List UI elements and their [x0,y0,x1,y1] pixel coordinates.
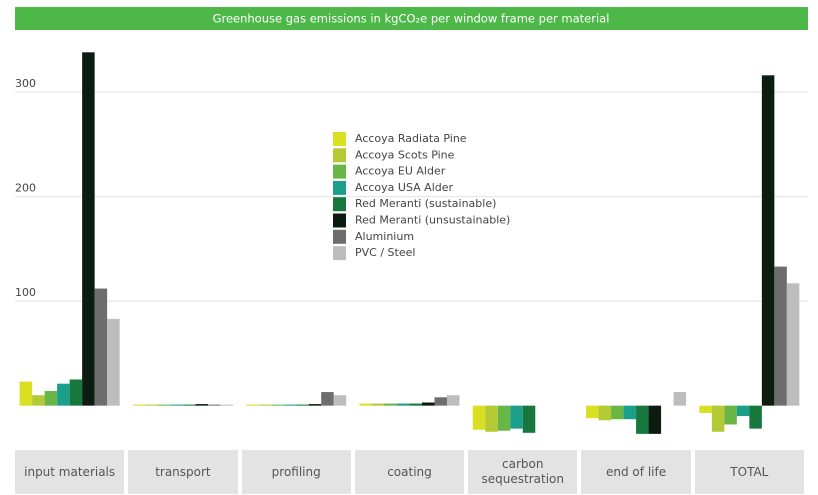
chart-title: Greenhouse gas emissions in kgCO₂e per w… [213,12,610,26]
bar [82,52,95,406]
legend-swatch [333,213,346,228]
bar [422,402,435,406]
bar [207,404,221,406]
bar [636,405,649,434]
bar [44,391,58,406]
bar [333,395,347,406]
bar [321,392,334,406]
bar [258,404,272,406]
bar [598,405,612,421]
bar [786,283,800,406]
bar [195,404,208,406]
bar [271,404,284,406]
bar [372,403,385,406]
bar [699,405,712,413]
bar [107,318,120,406]
bar [220,404,233,406]
legend-label: Accoya Scots Pine [355,148,455,161]
x-tick-label: carbon sequestration [481,457,565,486]
bar [182,404,196,406]
x-tick-label: coating [387,464,432,479]
bar [736,405,750,417]
legend-label: Accoya Radiata Pine [355,132,467,145]
bar [510,405,523,429]
bar [384,403,397,406]
bar [94,288,108,406]
bar [497,405,511,431]
legend-label: Red Meranti (unsustainable) [355,214,510,227]
bar [749,405,762,429]
category-box: coating [354,450,465,494]
bar [397,403,410,406]
bar [761,75,775,406]
bar [32,395,45,406]
bar [586,405,599,419]
legend-label: Red Meranti (sustainable) [355,197,496,210]
legend-swatch [333,246,346,261]
legend-swatch [333,132,346,146]
bar [409,403,422,406]
bar [648,405,662,434]
category-box: end of life [581,450,691,494]
legend-swatch [333,164,346,179]
bar [447,395,460,406]
bar [611,405,624,420]
legend-label: Accoya USA Alder [355,181,453,194]
category-box: carbon sequestration [468,450,578,494]
x-tick-label: profiling [271,464,321,479]
y-tick-label: 300 [15,77,36,90]
x-tick-label: TOTAL [730,464,769,479]
category-box: TOTAL [694,450,804,494]
legend-swatch [333,148,346,163]
bar [283,404,297,406]
title-banner [15,7,808,30]
bar [308,404,322,406]
category-box: input materials [15,450,125,494]
legend-swatch [333,180,346,195]
bar [145,404,158,406]
bar [522,405,536,433]
bar [246,404,259,406]
bar [296,404,309,406]
bar [472,405,486,430]
category-box: transport [128,450,238,494]
legend-label: PVC / Steel [355,246,415,259]
bar [170,404,183,406]
bar [157,404,171,406]
bar [132,404,146,406]
bar [673,392,687,406]
bar [774,266,787,406]
y-tick-label: 100 [15,286,36,299]
bar [623,405,637,420]
legend-swatch [333,229,346,244]
x-tick-label: end of life [606,464,667,479]
bar [69,379,83,406]
bar [724,405,737,425]
legend-swatch [333,197,346,212]
bar [485,405,498,432]
bar [711,405,725,432]
category-box: profiling [241,450,351,494]
bar [434,397,447,406]
bar [19,381,33,406]
bar [57,383,70,406]
y-tick-label: 200 [15,182,36,195]
x-tick-label: input materials [24,464,116,479]
legend-label: Aluminium [355,230,414,243]
bar [359,403,372,406]
x-tick-label: transport [155,464,211,479]
legend-label: Accoya EU Alder [355,165,446,178]
